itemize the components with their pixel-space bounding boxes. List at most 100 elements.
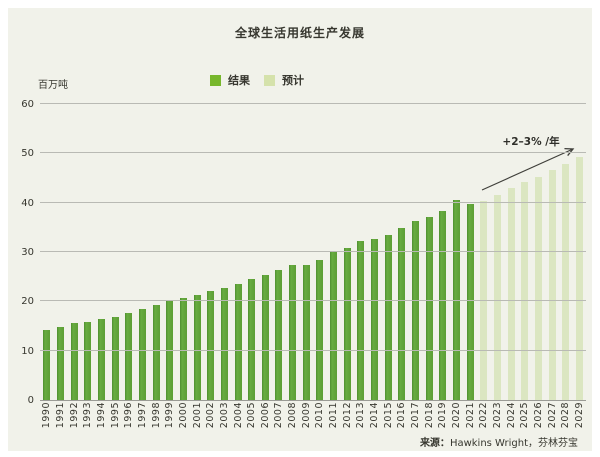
bar-slot [218, 104, 232, 400]
x-label-slot: 2016 [395, 402, 409, 438]
gridline-30 [40, 251, 586, 252]
bar-slot [504, 104, 518, 400]
legend-swatch-icon [210, 74, 221, 86]
bar-2004 [234, 283, 242, 400]
bar-slot [491, 104, 505, 400]
x-label-slot: 2003 [218, 402, 232, 438]
bar-2027 [548, 170, 556, 400]
x-label-slot: 2000 [177, 402, 191, 438]
gridline-60 [40, 103, 586, 104]
bar-slot [381, 104, 395, 400]
x-label-slot: 1996 [122, 402, 136, 438]
bar-2009 [302, 264, 310, 400]
x-tick-1999: 1999 [164, 402, 176, 429]
x-label-slot: 1993 [81, 402, 95, 438]
bar-slot [54, 104, 68, 400]
x-tick-1995: 1995 [109, 402, 121, 429]
x-label-slot: 2018 [422, 402, 436, 438]
bar-slot [436, 104, 450, 400]
x-tick-2012: 2012 [341, 402, 353, 429]
bar-1993 [84, 321, 92, 400]
x-tick-2019: 2019 [437, 402, 449, 429]
bar-slot [422, 104, 436, 400]
x-tick-2023: 2023 [491, 402, 503, 429]
bar-slot [177, 104, 191, 400]
bar-2002 [207, 291, 215, 400]
x-tick-2021: 2021 [464, 402, 476, 429]
bar-2028 [562, 163, 570, 400]
x-label-slot: 1990 [40, 402, 54, 438]
x-tick-1994: 1994 [95, 402, 107, 429]
x-tick-1992: 1992 [68, 402, 80, 429]
bar-1996 [125, 313, 133, 400]
bar-2005 [248, 279, 256, 400]
legend-label: 预计 [282, 74, 304, 87]
bar-slot [108, 104, 122, 400]
bar-1995 [111, 316, 119, 400]
x-tick-2027: 2027 [546, 402, 558, 429]
x-label-slot: 2023 [491, 402, 505, 438]
bar-2026 [534, 176, 542, 400]
bar-slot [81, 104, 95, 400]
x-label-slot: 2026 [532, 402, 546, 438]
bar-slot [559, 104, 573, 400]
bar-slot [259, 104, 273, 400]
y-tick-30: 30 [21, 247, 34, 258]
x-tick-2002: 2002 [205, 402, 217, 429]
x-label-slot: 1997 [136, 402, 150, 438]
legend: 结果 预计 [210, 72, 304, 88]
bar-2012 [343, 247, 351, 400]
bar-slot [327, 104, 341, 400]
bar-2000 [179, 298, 187, 400]
legend-label: 结果 [228, 74, 250, 87]
bar-1991 [56, 326, 64, 400]
bar-2024 [507, 188, 515, 400]
x-label-slot: 2012 [340, 402, 354, 438]
x-label-slot: 2019 [436, 402, 450, 438]
bar-slot [313, 104, 327, 400]
x-tick-2024: 2024 [505, 402, 517, 429]
x-label-slot: 2024 [504, 402, 518, 438]
x-label-slot: 2020 [450, 402, 464, 438]
bar-2007 [275, 270, 283, 400]
bar-2021 [466, 204, 474, 400]
bar-slot [409, 104, 423, 400]
x-tick-2009: 2009 [300, 402, 312, 429]
x-tick-2020: 2020 [451, 402, 463, 429]
bar-slot [190, 104, 204, 400]
x-tick-2018: 2018 [423, 402, 435, 429]
x-tick-1991: 1991 [54, 402, 66, 429]
growth-annotation: +2–3% /年 [502, 136, 560, 148]
x-tick-2011: 2011 [328, 402, 340, 429]
bar-2015 [384, 234, 392, 400]
x-tick-2028: 2028 [560, 402, 572, 429]
bar-2017 [412, 220, 420, 400]
x-tick-1996: 1996 [123, 402, 135, 429]
bar-slot [67, 104, 81, 400]
x-label-slot: 2013 [354, 402, 368, 438]
x-label-slot: 2002 [204, 402, 218, 438]
y-tick-20: 20 [21, 296, 34, 308]
bar-2029 [575, 157, 583, 400]
x-tick-1993: 1993 [82, 402, 94, 429]
x-label-slot: 1995 [108, 402, 122, 438]
x-label-slot: 2015 [381, 402, 395, 438]
bar-slot [122, 104, 136, 400]
x-tick-2016: 2016 [396, 402, 408, 429]
bar-2019 [439, 210, 447, 400]
x-axis-labels: 1990 1991 1992 1993 1994 1995 1996 1997 1998 1999… [40, 402, 586, 438]
bar-2008 [289, 264, 297, 400]
bar-1997 [138, 308, 146, 400]
y-tick-60: 60 [21, 99, 34, 110]
bar-slot [573, 104, 587, 400]
bar-slot [245, 104, 259, 400]
bar-slot [368, 104, 382, 400]
bar-slot [136, 104, 150, 400]
bar-2006 [261, 275, 269, 400]
bar-slot [354, 104, 368, 400]
x-label-slot: 1991 [54, 402, 68, 438]
bar-slot [149, 104, 163, 400]
bars-row [40, 104, 586, 400]
source-text: Hawkins Wright，芬林芬宝 [449, 438, 578, 449]
x-tick-2001: 2001 [191, 402, 203, 429]
